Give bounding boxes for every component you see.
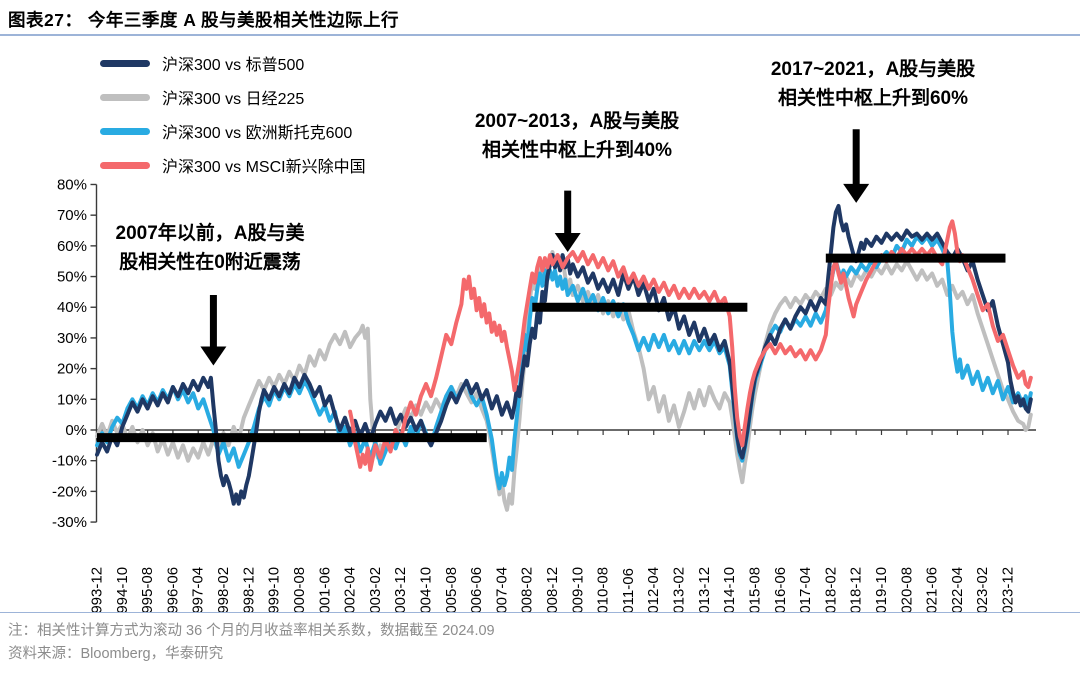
x-tick-label: 2008-12 — [544, 567, 561, 612]
series-line-3 — [348, 219, 1033, 472]
y-tick-label: 80% — [57, 176, 87, 193]
y-tick-label: 70% — [57, 207, 87, 224]
down-arrow-icon-1 — [554, 190, 581, 252]
x-tick-label: 2002-04 — [342, 567, 359, 612]
legend-item-0: 沪深300 vs 标普500 — [100, 52, 366, 74]
x-tick-label: 1997-04 — [190, 567, 207, 612]
x-tick-label: 1996-06 — [164, 567, 181, 612]
y-tick-label: -20% — [52, 483, 87, 500]
legend-label: 沪深300 vs MSCI新兴除中国 — [162, 159, 366, 176]
x-tick-label: 2018-12 — [848, 567, 865, 612]
x-tick-label: 2012-04 — [645, 567, 662, 612]
x-tick-label: 1998-12 — [240, 567, 257, 612]
x-tick-label: 2009-10 — [569, 567, 586, 612]
y-tick-label: 30% — [57, 330, 87, 347]
y-tick-label: 0% — [65, 422, 87, 439]
footnote: 注：相关性计算方式为滚动 36 个月的月收益率相关系数，数据截至 2024.09 — [8, 623, 495, 639]
legend-swatch-icon — [100, 127, 150, 135]
x-tick-label: 2019-10 — [873, 567, 890, 612]
y-tick-label: -30% — [52, 514, 87, 531]
legend-label: 沪深300 vs 标普500 — [162, 57, 305, 74]
x-tick-label: 2003-02 — [367, 567, 384, 612]
x-tick-label: 1998-02 — [215, 567, 232, 612]
correlation-chart: 80% 70% 60% 50% 40% 30% 20% 10% 0% -10% -20% -30% 19… — [0, 36, 1080, 612]
legend-label: 沪深300 vs 日经225 — [162, 91, 305, 108]
y-tick-label: 40% — [57, 299, 87, 316]
x-tick-label: 2003-12 — [392, 567, 409, 612]
source-note: 资料来源：Bloomberg，华泰研究 — [8, 646, 224, 663]
x-tick-label: 2023-02 — [974, 567, 991, 612]
y-tick-label: 50% — [57, 269, 87, 286]
x-tick-label: 2023-12 — [1000, 567, 1017, 612]
x-tick-label: 2011-06 — [620, 568, 637, 612]
series-line-1 — [95, 250, 1033, 512]
y-tick-label: 20% — [57, 361, 87, 378]
x-tick-label: 2004-10 — [417, 567, 434, 612]
down-arrow-icon-0 — [200, 294, 227, 366]
x-tick-label: 2018-02 — [822, 567, 839, 612]
x-tick-label: 1994-10 — [114, 567, 131, 612]
legend-swatch-icon — [100, 59, 150, 67]
x-tick-label: 2006-06 — [468, 567, 485, 612]
x-tick-label: 1999-10 — [266, 567, 283, 612]
legend-item-2: 沪深300 vs 欧洲斯托克600 — [100, 120, 366, 142]
x-tick-label: 2016-06 — [772, 567, 789, 612]
plot-canvas: 80% 70% 60% 50% 40% 30% 20% 10% 0% -10% -20% -30% 19… — [52, 129, 1036, 612]
x-tick-label: 2017-04 — [797, 567, 814, 612]
annotation-2017-2021: 2017~2021，A股与美股 相关性中枢上升到60% — [770, 59, 976, 109]
legend-item-1: 沪深300 vs 日经225 — [100, 86, 366, 108]
y-tick-label: -10% — [52, 453, 87, 470]
down-arrow-icon-2 — [843, 129, 870, 203]
y-tick-label: 60% — [57, 238, 87, 255]
x-tick-label: 2022-04 — [949, 567, 966, 612]
legend-label: 沪深300 vs 欧洲斯托克600 — [162, 125, 353, 142]
annotation-2007-2013: 2007~2013，A股与美股 相关性中枢上升到40% — [474, 111, 680, 161]
x-tick-label: 2010-08 — [595, 567, 612, 612]
figure-footer: 注：相关性计算方式为滚动 36 个月的月收益率相关系数，数据截至 2024.09… — [0, 612, 1080, 676]
x-tick-label: 2007-04 — [493, 567, 510, 612]
annotation-pre-2007: 2007年以前，A股与美 股相关性在0附近震荡 — [115, 223, 305, 273]
legend-swatch-icon — [100, 161, 150, 169]
x-tick-label: 2001-06 — [316, 567, 333, 612]
x-tick-label: 2014-10 — [721, 567, 738, 612]
chart-legend: 沪深300 vs 标普500 沪深300 vs 日经225 沪深300 vs 欧洲斯… — [100, 52, 366, 176]
x-tick-label: 2013-02 — [671, 567, 688, 612]
axes: 80% 70% 60% 50% 40% 30% 20% 10% 0% -10% -20% -30% 19… — [52, 176, 1036, 612]
x-tick-label: 1993-12 — [89, 567, 106, 612]
x-tick-label: 2015-08 — [746, 567, 763, 612]
x-tick-label: 2008-02 — [519, 567, 536, 612]
y-tick-label: 10% — [57, 391, 87, 408]
x-tick-label: 2000-08 — [291, 567, 308, 612]
legend-item-3: 沪深300 vs MSCI新兴除中国 — [100, 154, 366, 176]
x-tick-label: 2013-12 — [696, 567, 713, 612]
legend-swatch-icon — [100, 93, 150, 101]
x-tick-label: 2005-08 — [443, 567, 460, 612]
x-tick-label: 1995-08 — [139, 567, 156, 612]
figure-title: 图表27： 今年三季度 A 股与美股相关性边际上行 — [0, 0, 1080, 36]
x-tick-label: 2020-08 — [898, 567, 915, 612]
x-tick-label: 2021-06 — [924, 567, 941, 612]
